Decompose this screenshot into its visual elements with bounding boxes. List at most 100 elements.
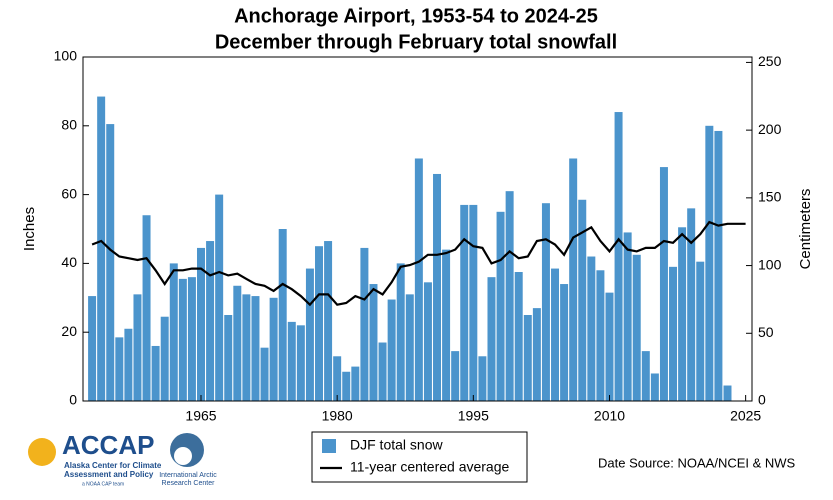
y-tick-label: 60 (61, 185, 77, 201)
average-line (91, 220, 746, 307)
logo-text: Alaska Center for Climate (64, 461, 162, 470)
logo-title: ACCAP (62, 430, 154, 460)
bar (296, 325, 305, 401)
bar (378, 342, 387, 401)
logo-text: Assessment and Policy (64, 470, 154, 479)
bar (215, 194, 224, 401)
bar (478, 356, 487, 401)
y-tick-label: 80 (61, 117, 77, 133)
legend-label: 11-year centered average (350, 459, 509, 475)
bar (578, 199, 587, 401)
bar (287, 321, 296, 401)
y2-tick-label: 250 (758, 53, 782, 69)
bar (206, 241, 215, 401)
bar (405, 294, 414, 401)
bar (369, 284, 378, 401)
bar (387, 299, 396, 401)
bar (242, 294, 251, 401)
bar (315, 246, 324, 401)
bar (414, 158, 423, 401)
bar (678, 227, 687, 401)
bar (560, 284, 569, 401)
bar (142, 215, 151, 401)
bar (442, 249, 451, 401)
bar (351, 366, 360, 401)
y-tick-label: 0 (69, 392, 77, 408)
bar (423, 282, 432, 401)
bar (233, 285, 242, 401)
bar (541, 203, 550, 401)
bar (469, 204, 478, 401)
bar (596, 270, 605, 401)
bar (514, 272, 523, 401)
logo-text: a NOAA CAP team (82, 481, 124, 487)
bar (396, 263, 405, 401)
bar (696, 261, 705, 401)
bar (187, 277, 196, 401)
bar (151, 345, 160, 401)
bar (269, 297, 278, 401)
bar (505, 191, 514, 401)
bar (659, 167, 668, 401)
bar (551, 268, 560, 401)
logo-bear (174, 447, 192, 465)
y2-tick-label: 100 (758, 256, 782, 272)
y-tick-label: 100 (54, 48, 78, 64)
bar (224, 315, 233, 401)
bar (487, 277, 496, 401)
y-axis-label: Inches (21, 207, 38, 251)
legend-label: DJF total snow (350, 437, 443, 453)
y2-tick-label: 150 (758, 189, 782, 205)
plot-frame (82, 56, 753, 402)
bar (260, 347, 269, 401)
bar (197, 247, 205, 401)
bar (124, 328, 133, 401)
accap-logo: ACCAP Alaska Center for Climate Assessme… (28, 430, 162, 487)
bar (523, 315, 532, 401)
bar (433, 173, 442, 401)
bar (569, 158, 578, 401)
bar (705, 125, 714, 402)
bar (496, 211, 505, 401)
x-tick-label: 1980 (322, 408, 353, 424)
bar (160, 316, 169, 401)
bar (333, 356, 342, 401)
y2-tick-label: 200 (758, 121, 782, 137)
x-tick-label: 1995 (458, 408, 489, 424)
bar (133, 294, 142, 401)
x-tick-label: 2010 (594, 408, 625, 424)
bar (614, 112, 623, 401)
bar (532, 308, 541, 401)
bar (88, 296, 97, 401)
legend-box (311, 431, 528, 483)
chart-subtitle: December through February total snowfall (215, 31, 617, 53)
bar (723, 385, 732, 401)
chart-title: Anchorage Airport, 1953-54 to 2024-25 (234, 5, 598, 27)
bar (460, 204, 469, 401)
bar (360, 247, 369, 401)
iarc-logo: International Arctic Research Center (159, 433, 217, 487)
bar (106, 124, 115, 401)
bar (623, 232, 632, 401)
x-tick-label: 2025 (730, 408, 761, 424)
bar (714, 130, 723, 401)
bar (687, 208, 696, 401)
bar (97, 96, 106, 401)
bar (251, 296, 260, 401)
bar (451, 351, 460, 401)
y2-tick-label: 0 (758, 392, 766, 408)
x-tick-label: 1965 (185, 408, 216, 424)
bar (632, 254, 641, 401)
logo-text: International Arctic (159, 472, 217, 479)
y-tick-label: 20 (61, 323, 77, 339)
source-note: Date Source: NOAA/NCEI & NWS (598, 455, 796, 470)
logo-text: Research Center (162, 480, 216, 487)
bar (587, 256, 596, 401)
bar (305, 268, 314, 401)
y-tick-label: 40 (61, 254, 77, 270)
legend-swatch (322, 439, 336, 453)
y2-axis-label: Centimeters (797, 189, 814, 270)
logo-sun (28, 438, 56, 466)
bar (669, 266, 678, 401)
